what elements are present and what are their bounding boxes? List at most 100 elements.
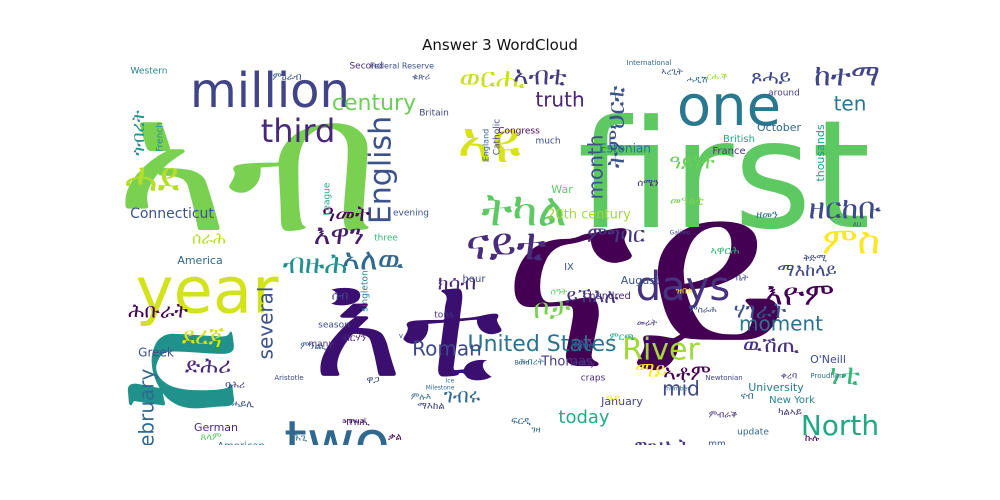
cloud-word: መሬት <box>637 319 657 329</box>
cloud-word: University <box>748 381 804 394</box>
cloud-word: ኣቶም <box>663 361 711 386</box>
cloud-word: ፍርዲ <box>511 416 531 427</box>
cloud-word: many <box>308 340 334 350</box>
cloud-word: Roman <box>412 337 482 361</box>
cloud-word: much <box>535 137 560 147</box>
cloud-word: ናይቲ <box>466 219 546 270</box>
cloud-word: British <box>723 134 755 145</box>
cloud-word: today <box>558 407 610 428</box>
cloud-word: ሓይሊ <box>232 399 254 410</box>
cloud-word: New York <box>769 395 815 406</box>
cloud-word: American <box>217 441 265 445</box>
cloud-word: ግዝኣት <box>635 435 691 445</box>
cloud-word: ten <box>834 92 867 116</box>
cloud-word: century <box>332 91 416 116</box>
cloud-word: ቃል <box>388 432 402 443</box>
cloud-word: ኣብ <box>125 58 378 275</box>
cloud-word: Aristotle <box>274 374 303 382</box>
cloud-word: Estonian <box>599 142 651 156</box>
cloud-word: ምንጪ <box>300 341 327 352</box>
cloud-word: Second <box>349 62 382 72</box>
cloud-word: ናይ <box>502 134 788 425</box>
cloud-word: AU <box>853 222 862 229</box>
cloud-word: War <box>551 183 573 196</box>
cloud-word: ማእከላይ <box>777 260 836 281</box>
cloud-word: one <box>677 74 781 139</box>
cloud-word: ወርሒ <box>459 61 524 94</box>
cloud-word: ሰብ <box>332 289 349 303</box>
cloud-word: River <box>622 333 700 368</box>
cloud-word: Nine <box>574 342 595 352</box>
cloud-word: craps <box>581 374 606 384</box>
cloud-word: ቀረባ <box>781 372 797 382</box>
cloud-word: ድሕሪ <box>185 354 231 379</box>
cloud-word: season <box>318 321 350 331</box>
cloud-word: ቅድሚ <box>803 253 827 264</box>
cloud-word: Western <box>131 67 168 77</box>
cloud-word: ብዙሕ <box>283 247 348 280</box>
cloud-word: ክሳብ <box>438 271 476 295</box>
cloud-word: ሰሜን <box>637 178 658 189</box>
cloud-word: International <box>627 59 672 67</box>
cloud-word: ቤት <box>736 274 748 284</box>
cloud-word: ከተማ <box>814 59 880 94</box>
cloud-word: France <box>712 146 745 157</box>
cloud-word: Federal Reserve <box>370 62 434 71</box>
cloud-word: ምብራቕ <box>709 411 738 421</box>
cloud-word: Milestone <box>426 385 455 392</box>
cloud-word: Build <box>514 360 529 367</box>
cloud-word: early <box>573 359 596 369</box>
cloud-word: ዋጋ <box>366 375 379 386</box>
cloud-word: evening <box>393 209 429 219</box>
cloud-word: French <box>156 122 166 152</box>
cloud-word: ኣዩ <box>458 108 521 176</box>
cloud-word: truth <box>535 88 584 112</box>
cloud-word: hour <box>463 274 487 285</box>
cloud-word: ባሕሪ <box>225 380 245 391</box>
cloud-word: October <box>757 121 801 134</box>
cloud-word: million <box>190 63 350 119</box>
cloud-title: Answer 3 WordCloud <box>422 36 578 54</box>
cloud-word: February <box>135 369 159 445</box>
cloud-word: ብዝሒ <box>344 417 370 428</box>
cloud-word: moment <box>739 312 823 336</box>
cloud-word: v <box>399 332 403 340</box>
cloud-word: Thomas <box>540 355 593 370</box>
cloud-word: ኣረጊት <box>661 68 683 78</box>
cloud-word: Proudhon <box>810 372 843 380</box>
cloud-word: Catholic <box>493 119 503 156</box>
cloud-word: first <box>577 89 870 263</box>
cloud-word: ትምህርቲ <box>602 86 630 168</box>
cloud-word: ምዕራብ <box>272 72 301 83</box>
cloud-word: ደረጃ <box>182 322 225 350</box>
cloud-word: month <box>584 135 608 200</box>
cloud-word: ሃገራት <box>734 299 787 324</box>
cloud-word: ነቲ <box>830 358 860 391</box>
cloud-word: መዓልቲ <box>670 194 704 208</box>
cloud-word: North <box>801 409 879 442</box>
cloud-word: days <box>636 264 730 310</box>
cloud-word: ናብ <box>740 391 753 402</box>
cloud-word: ዓይነት <box>669 150 715 174</box>
cloud-word: ሕብረት <box>518 358 544 368</box>
cloud-word: Connecticut <box>130 206 214 222</box>
cloud-word: ካልኣይ <box>778 407 802 418</box>
cloud-word: ሰራሕ <box>192 229 226 248</box>
cloud-word: several <box>254 287 278 360</box>
cloud-word: two <box>284 408 390 445</box>
cloud-word: ዓዲ <box>606 392 621 405</box>
cloud-word: ዘርከቡ <box>809 192 882 227</box>
cloud-word: Greek <box>138 346 174 360</box>
cloud-word: third <box>261 112 336 150</box>
cloud-word: ቦታ <box>533 292 570 325</box>
cloud-word: Galileo <box>670 230 691 237</box>
cloud-word: ማእከል <box>417 401 444 412</box>
cloud-word: annual <box>342 417 366 425</box>
cloud-word: hundred <box>589 291 631 302</box>
cloud-word: ዘመን <box>756 208 778 221</box>
cloud-word: ኣብቲ <box>513 62 567 92</box>
cloud-word: England <box>482 129 491 161</box>
cloud-word: ሓዲሽ <box>687 76 708 86</box>
cloud-word: August <box>621 274 660 287</box>
cloud-word: ማይ <box>635 358 667 382</box>
